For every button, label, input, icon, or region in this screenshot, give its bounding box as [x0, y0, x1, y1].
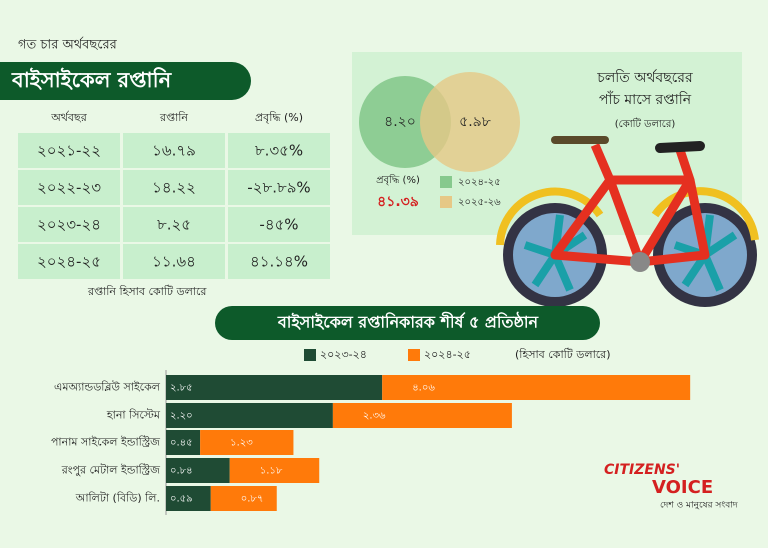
table-cell — [228, 133, 330, 168]
bar — [166, 375, 383, 400]
table-cell — [228, 244, 330, 279]
table-cell — [123, 133, 225, 168]
bar — [166, 430, 201, 455]
table-text: ৮.২৫ — [157, 216, 191, 234]
table-cell — [123, 244, 225, 279]
value-label: ১.১৮ — [260, 466, 283, 477]
legend-swatch — [408, 349, 420, 361]
bar — [229, 458, 320, 483]
table-cell — [123, 170, 225, 205]
pretitle: গত চার অর্থবছরের — [18, 37, 118, 53]
bar — [166, 486, 211, 511]
bar — [382, 375, 691, 400]
right-value: ৫.৯৮ — [459, 114, 491, 130]
title: বাইসাইকেল রপ্তানি — [11, 67, 173, 92]
bar — [200, 430, 294, 455]
y-tick-label: হানা সিস্টেম — [106, 409, 161, 422]
bicycle — [496, 136, 759, 307]
logo: CITIZENS' VOICE দেশ ও মানুষের সংবাদ — [604, 462, 738, 511]
logo-tagline: দেশ ও মানুষের সংবাদ — [660, 501, 738, 511]
table-header: রপ্তানি — [159, 111, 188, 124]
value-label: ২.৮৫ — [170, 383, 193, 394]
legend-swatch — [440, 176, 452, 188]
table-cell — [228, 207, 330, 242]
table-text: ২০২৪-২৫ — [37, 253, 101, 271]
y-tick-label: পানাম সাইকেল ইন্ডাস্ট্রিজ — [51, 436, 160, 449]
value-label: ৪.০৬ — [412, 383, 435, 394]
table-header: প্রবৃদ্ধি (%) — [255, 111, 303, 124]
table-text: -২৮.৮৯% — [247, 179, 310, 197]
growth-label: প্রবৃদ্ধি (%) — [376, 174, 420, 186]
panel-unit: (কোটি ডলারে) — [615, 117, 676, 130]
value-label: ০.৪৫ — [170, 438, 193, 449]
table-text: ৮.৩৫% — [255, 142, 303, 160]
chart-title: বাইসাইকেল রপ্তানিকারক শীর্ষ ৫ প্রতিষ্ঠান — [277, 312, 540, 332]
table-cell — [18, 170, 120, 205]
value-label: ০.৮৪ — [170, 466, 193, 477]
table-cell — [123, 207, 225, 242]
y-tick-label: এমঅ্যান্ডডব্লিউ সাইকেল — [54, 381, 161, 394]
panel-title: পাঁচ মাসে রপ্তানি — [599, 91, 692, 108]
circle-right — [420, 72, 520, 172]
table-text: ২০২৩-২৪ — [37, 216, 101, 234]
table-text: ৪১.১৪% — [250, 253, 308, 271]
logo-name: VOICE — [652, 477, 713, 498]
chart-title-banner — [215, 306, 600, 340]
table-text: ১৬.৭৯ — [152, 142, 196, 160]
y-tick-label: রংপুর মেটাল ইন্ডাস্ট্রিজ — [61, 464, 160, 477]
value-label: ০.৮৭ — [241, 494, 264, 505]
bar — [166, 403, 333, 428]
table-text: ১৪.২২ — [152, 179, 196, 197]
growth-value: ৪১.৩৯ — [377, 194, 419, 210]
value-label: ১.২৩ — [230, 438, 253, 449]
legend-swatch — [440, 196, 452, 208]
panel-title: চলতি অর্থবছরের — [596, 69, 693, 86]
legend-swatch — [304, 349, 316, 361]
bar — [332, 403, 512, 428]
value-label: ০.৫৯ — [170, 494, 193, 505]
legend-text: ২০২৪-২৫ — [424, 348, 471, 361]
table-text: ২০২১-২২ — [37, 142, 101, 160]
table-text: -৪৫% — [259, 216, 298, 234]
bar — [166, 458, 230, 483]
value-label: ২.২০ — [170, 411, 193, 422]
legend-text: ২০২৩-২৪ — [320, 348, 367, 361]
table-header: অর্থবছর — [50, 111, 87, 124]
value-label: ২.৩৬ — [363, 411, 386, 422]
table-text: ২০২২-২৩ — [37, 179, 101, 197]
table-cell — [18, 133, 120, 168]
table-cell — [228, 170, 330, 205]
title-banner — [0, 62, 251, 100]
table-text: ১১.৬৪ — [152, 253, 196, 271]
table-note: রপ্তানি হিসাব কোটি ডলারে — [87, 285, 207, 298]
table-cell — [18, 244, 120, 279]
left-value: ৪.২০ — [384, 114, 416, 130]
logo-name: CITIZENS' — [604, 462, 680, 478]
bar — [210, 486, 277, 511]
legend-text: ২০২৪-২৫ — [458, 177, 501, 188]
chart-note: (হিসাব কোটি ডলারে) — [515, 348, 611, 361]
table-cell — [18, 207, 120, 242]
y-tick-label: আলিটা (বিডি) লি. — [75, 492, 160, 505]
legend-text: ২০২৫-২৬ — [458, 197, 501, 208]
